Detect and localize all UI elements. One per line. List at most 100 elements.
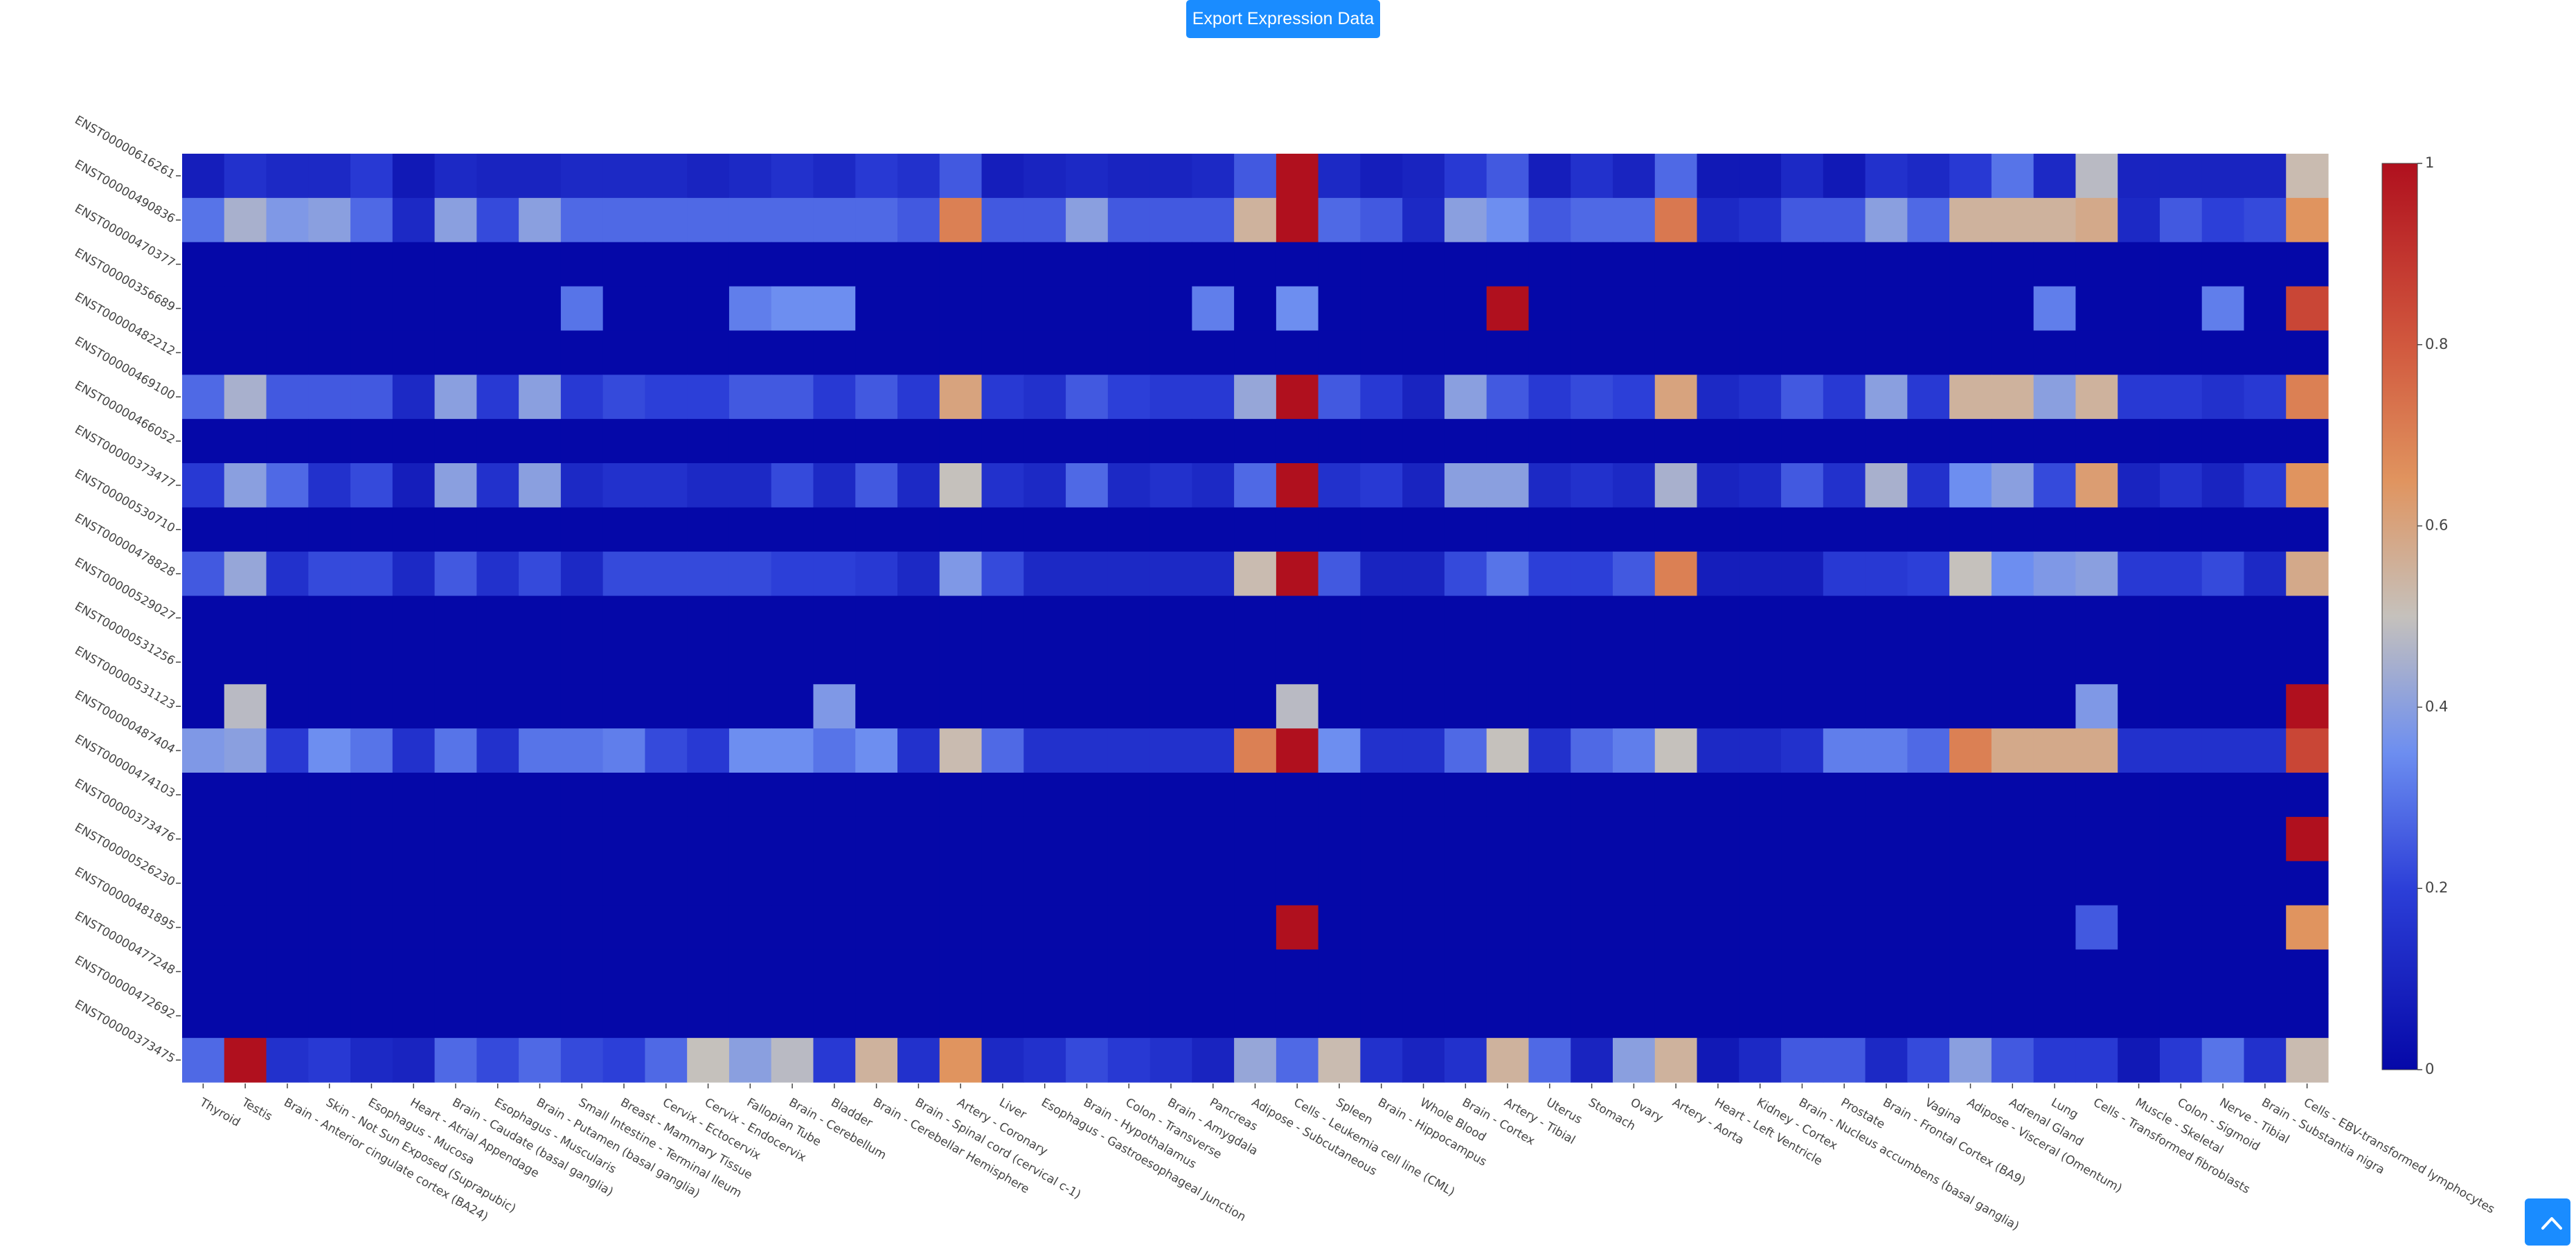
heatmap-cell <box>350 861 393 906</box>
heatmap-cell <box>266 1038 309 1083</box>
heatmap-cell <box>1991 684 2034 729</box>
heatmap-cell <box>1066 773 1109 818</box>
heatmap-cell <box>2201 1038 2245 1083</box>
heatmap-cell <box>645 463 688 508</box>
heatmap-cell <box>1486 507 1530 552</box>
heatmap-cell <box>1528 1038 1571 1083</box>
heatmap-cell <box>1907 463 1950 508</box>
heatmap-cell <box>2201 507 2245 552</box>
heatmap-cell <box>1402 242 1445 287</box>
heatmap-cell <box>2075 286 2118 332</box>
heatmap-cell <box>1023 949 1066 994</box>
heatmap-cell <box>1360 773 1403 818</box>
heatmap-cell <box>981 1038 1024 1083</box>
heatmap-cell <box>1654 728 1698 773</box>
heatmap-cell <box>1571 994 1613 1039</box>
heatmap-cell <box>1360 286 1403 332</box>
heatmap-cell <box>728 684 772 729</box>
heatmap-cell <box>2201 197 2245 243</box>
heatmap-cell <box>1402 595 1445 641</box>
heatmap-cell <box>350 463 393 508</box>
heatmap-cell <box>813 463 856 508</box>
heatmap-cell <box>392 463 436 508</box>
heatmap-cell <box>1949 1038 1992 1083</box>
heatmap-cell <box>476 595 519 641</box>
heatmap-cell <box>981 242 1024 287</box>
heatmap-cell <box>476 463 519 508</box>
heatmap-cell <box>182 242 225 287</box>
heatmap-cell <box>2286 1038 2329 1083</box>
heatmap-cell <box>1360 375 1403 420</box>
heatmap-cell <box>2075 154 2118 199</box>
heatmap-cell <box>1107 861 1151 906</box>
heatmap-cell <box>602 419 646 464</box>
heatmap-cell <box>981 154 1024 199</box>
heatmap-cell <box>645 905 688 951</box>
heatmap-cell <box>476 507 519 552</box>
heatmap-cell <box>392 419 436 464</box>
heatmap-cell <box>224 640 267 685</box>
heatmap-cell <box>981 994 1024 1039</box>
heatmap-cell <box>602 551 646 597</box>
heatmap-cell <box>308 905 351 951</box>
heatmap-cell <box>1444 242 1487 287</box>
heatmap-cell <box>224 507 267 552</box>
heatmap-cell <box>2244 816 2287 862</box>
heatmap-cell <box>2075 905 2118 951</box>
heatmap-cell <box>1234 507 1277 552</box>
heatmap-cell <box>1781 330 1824 375</box>
heatmap-cell <box>2201 242 2245 287</box>
heatmap-cell <box>1739 861 1782 906</box>
scroll-to-top-button[interactable] <box>2525 1198 2570 1246</box>
heatmap-cell <box>939 1038 983 1083</box>
heatmap-cell <box>1360 1038 1403 1083</box>
heatmap-cell <box>1150 154 1192 199</box>
heatmap-cell <box>981 286 1024 332</box>
heatmap-cell <box>1192 507 1235 552</box>
heatmap-cell <box>897 949 940 994</box>
heatmap-cell <box>728 330 772 375</box>
heatmap-cell <box>1318 1038 1361 1083</box>
heatmap-cell <box>1781 905 1824 951</box>
heatmap-cell <box>2201 375 2245 420</box>
heatmap-cell <box>1276 994 1319 1039</box>
heatmap-cell <box>2201 330 2245 375</box>
heatmap-cell <box>519 1038 562 1083</box>
heatmap-cell <box>1150 507 1192 552</box>
heatmap-cell <box>1150 816 1192 862</box>
heatmap-cell <box>1360 905 1403 951</box>
heatmap-cell <box>2118 375 2161 420</box>
heatmap-cell <box>2201 463 2245 508</box>
heatmap-cell <box>813 242 856 287</box>
heatmap-cell <box>476 640 519 685</box>
heatmap-cell <box>2159 419 2203 464</box>
heatmap-cell <box>1739 154 1782 199</box>
heatmap-cell <box>182 640 225 685</box>
heatmap-cell <box>308 242 351 287</box>
colorbar-tick-label: 0.2 <box>2425 879 2448 896</box>
heatmap-cell <box>1444 551 1487 597</box>
heatmap-cell <box>1991 375 2034 420</box>
heatmap-cell <box>2033 419 2077 464</box>
heatmap-cell <box>1613 463 1656 508</box>
heatmap-cell <box>1192 197 1235 243</box>
export-expression-data-button[interactable]: Export Expression Data <box>1186 0 1380 38</box>
heatmap-cell <box>2159 154 2203 199</box>
heatmap-cell <box>728 728 772 773</box>
heatmap-cell <box>2075 1038 2118 1083</box>
heatmap-cell <box>560 773 604 818</box>
column-label: Cells - EBV-transformed lymphocytes <box>2301 1095 2497 1216</box>
heatmap-cell <box>1318 419 1361 464</box>
heatmap-cell <box>2118 330 2161 375</box>
heatmap-cell <box>897 197 940 243</box>
heatmap-cell <box>266 330 309 375</box>
heatmap-cell <box>1066 728 1109 773</box>
heatmap-cell <box>1907 905 1950 951</box>
heatmap-cell <box>1023 330 1066 375</box>
heatmap-cell <box>1654 507 1698 552</box>
heatmap-cell <box>687 640 730 685</box>
heatmap-cell <box>981 861 1024 906</box>
heatmap-cell <box>687 154 730 199</box>
heatmap-cell <box>182 595 225 641</box>
heatmap-cell <box>1739 816 1782 862</box>
